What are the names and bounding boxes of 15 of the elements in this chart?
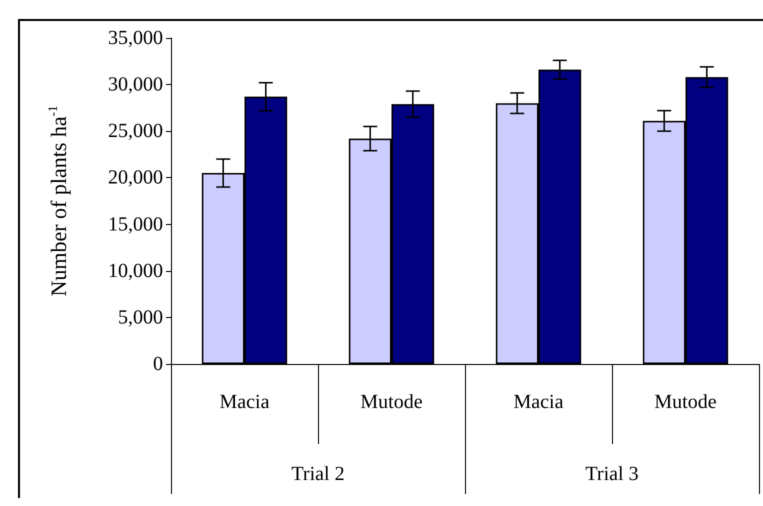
y-axis-title: Number of plants ha-1 — [45, 105, 71, 297]
y-tick-label: 10,000 — [108, 260, 163, 282]
y-tick-label: 35,000 — [108, 27, 163, 49]
x-tick-label: Mutode — [654, 391, 717, 413]
x-tick-label: Macia — [514, 391, 564, 413]
y-tick-label: 5,000 — [118, 306, 163, 328]
y-tick-label: 20,000 — [108, 166, 163, 189]
text: Trial 2 — [291, 463, 345, 485]
y-tick-label: 0 — [153, 353, 163, 375]
y-tick-label: 25,000 — [108, 120, 163, 142]
x-tick-label: Mutode — [360, 391, 423, 413]
y-tick-label: 30,000 — [108, 74, 163, 96]
y-tick-label: 15,000 — [108, 213, 163, 236]
text: Trial 3 — [585, 463, 639, 485]
x-tick-label: Macia — [220, 391, 270, 413]
